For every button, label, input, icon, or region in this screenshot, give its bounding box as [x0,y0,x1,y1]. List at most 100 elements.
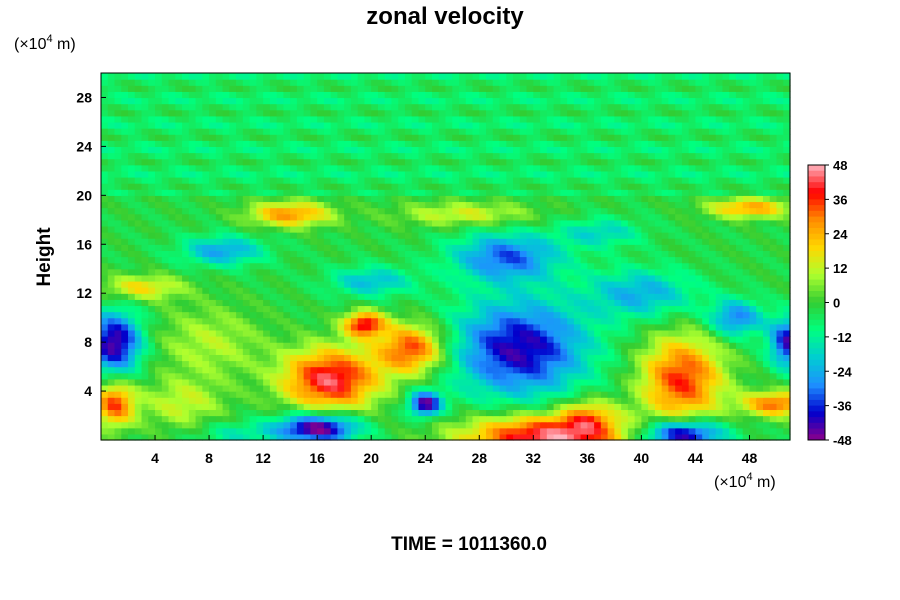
heatmap-cell [486,378,494,386]
heatmap-cell [371,403,379,411]
heatmap-cell [735,433,744,441]
heatmap-cell [236,397,244,404]
heatmap-cell [175,189,183,196]
heatmap-cell [472,329,480,337]
heatmap-cell [182,366,190,374]
heatmap-cell [155,213,163,221]
heatmap-cell [459,366,467,374]
heatmap-cell [411,391,420,398]
heatmap-cell [762,244,771,251]
heatmap-cell [330,329,339,337]
heatmap-cell [573,244,582,251]
heatmap-cell [560,366,568,374]
heatmap-cell [756,415,764,423]
heatmap-cell [783,311,791,319]
heatmap-cell [553,348,561,355]
heatmap-cell [722,366,730,374]
heatmap-cell [546,183,555,190]
heatmap-cell [472,427,480,435]
heatmap-cell [256,256,264,264]
heatmap-cell [418,421,426,429]
heatmap-cell [418,158,426,166]
heatmap-cell [236,146,244,154]
heatmap-cell [202,256,210,264]
heatmap-cell [215,372,224,380]
heatmap-cell [749,195,757,203]
heatmap-cell [236,183,244,190]
heatmap-cell [236,378,244,386]
heatmap-cell [567,164,575,172]
heatmap-cell [350,140,359,147]
heatmap-cell [418,415,426,423]
heatmap-cell [661,170,670,178]
heatmap-cell [580,207,588,215]
heatmap-cell [621,372,629,380]
heatmap-cell [283,433,291,441]
heatmap-cell [391,299,399,307]
heatmap-cell [567,433,575,441]
heatmap-cell [364,262,372,270]
heatmap-cell [398,323,406,331]
heatmap-cell [661,360,670,368]
heatmap-cell [668,360,676,368]
heatmap-cell [648,140,656,147]
heatmap-cell [148,317,156,325]
heatmap-cell [540,238,548,245]
heatmap-cell [161,256,170,264]
heatmap-cell [371,195,379,203]
heatmap-cell [634,397,642,404]
heatmap-cell [729,427,737,435]
heatmap-cell [499,287,507,294]
heatmap-cell [377,409,386,417]
heatmap-cell [236,287,244,294]
heatmap-cell [472,317,480,325]
heatmap-cell [141,250,149,258]
heatmap-cell [445,323,453,331]
heatmap-cell [675,403,683,411]
heatmap-cell [371,164,379,172]
heatmap-cell [479,256,487,264]
heatmap-cell [161,250,170,258]
heatmap-cell [128,170,136,178]
heatmap-cell [377,378,386,386]
heatmap-cell [377,262,386,270]
heatmap-cell [567,225,575,233]
heatmap-cell [540,213,548,221]
heatmap-cell [202,336,210,343]
heatmap-cell [323,183,332,190]
heatmap-cell [310,262,318,270]
heatmap-cell [377,195,386,203]
heatmap-cell [418,207,426,215]
heatmap-cell [607,348,615,355]
heatmap-cell [641,421,649,429]
heatmap-cell [337,415,345,423]
heatmap-cell [317,176,325,184]
heatmap-cell [121,238,129,245]
heatmap-cell [722,336,730,343]
heatmap-cell [729,201,737,209]
heatmap-cell [722,213,730,221]
heatmap-cell [317,360,325,368]
heatmap-cell [675,409,683,417]
heatmap-cell [702,305,710,313]
heatmap-cell [188,170,197,178]
heatmap-cell [134,146,143,154]
heatmap-cell [195,348,203,355]
heatmap-cell [445,427,453,435]
heatmap-cell [479,170,487,178]
heatmap-cell [546,256,555,264]
heatmap-cell [249,268,257,276]
heatmap-cell [587,391,595,398]
heatmap-cell [242,268,251,276]
heatmap-cell [526,189,534,196]
heatmap-cell [215,201,224,209]
heatmap-cell [350,378,359,386]
heatmap-cell [783,342,791,349]
heatmap-cell [344,342,352,349]
heatmap-cell [621,360,629,368]
heatmap-cell [418,274,426,282]
heatmap-cell [546,305,555,313]
heatmap-cell [357,403,366,411]
heatmap-cell [465,329,474,337]
heatmap-cell [756,354,764,362]
